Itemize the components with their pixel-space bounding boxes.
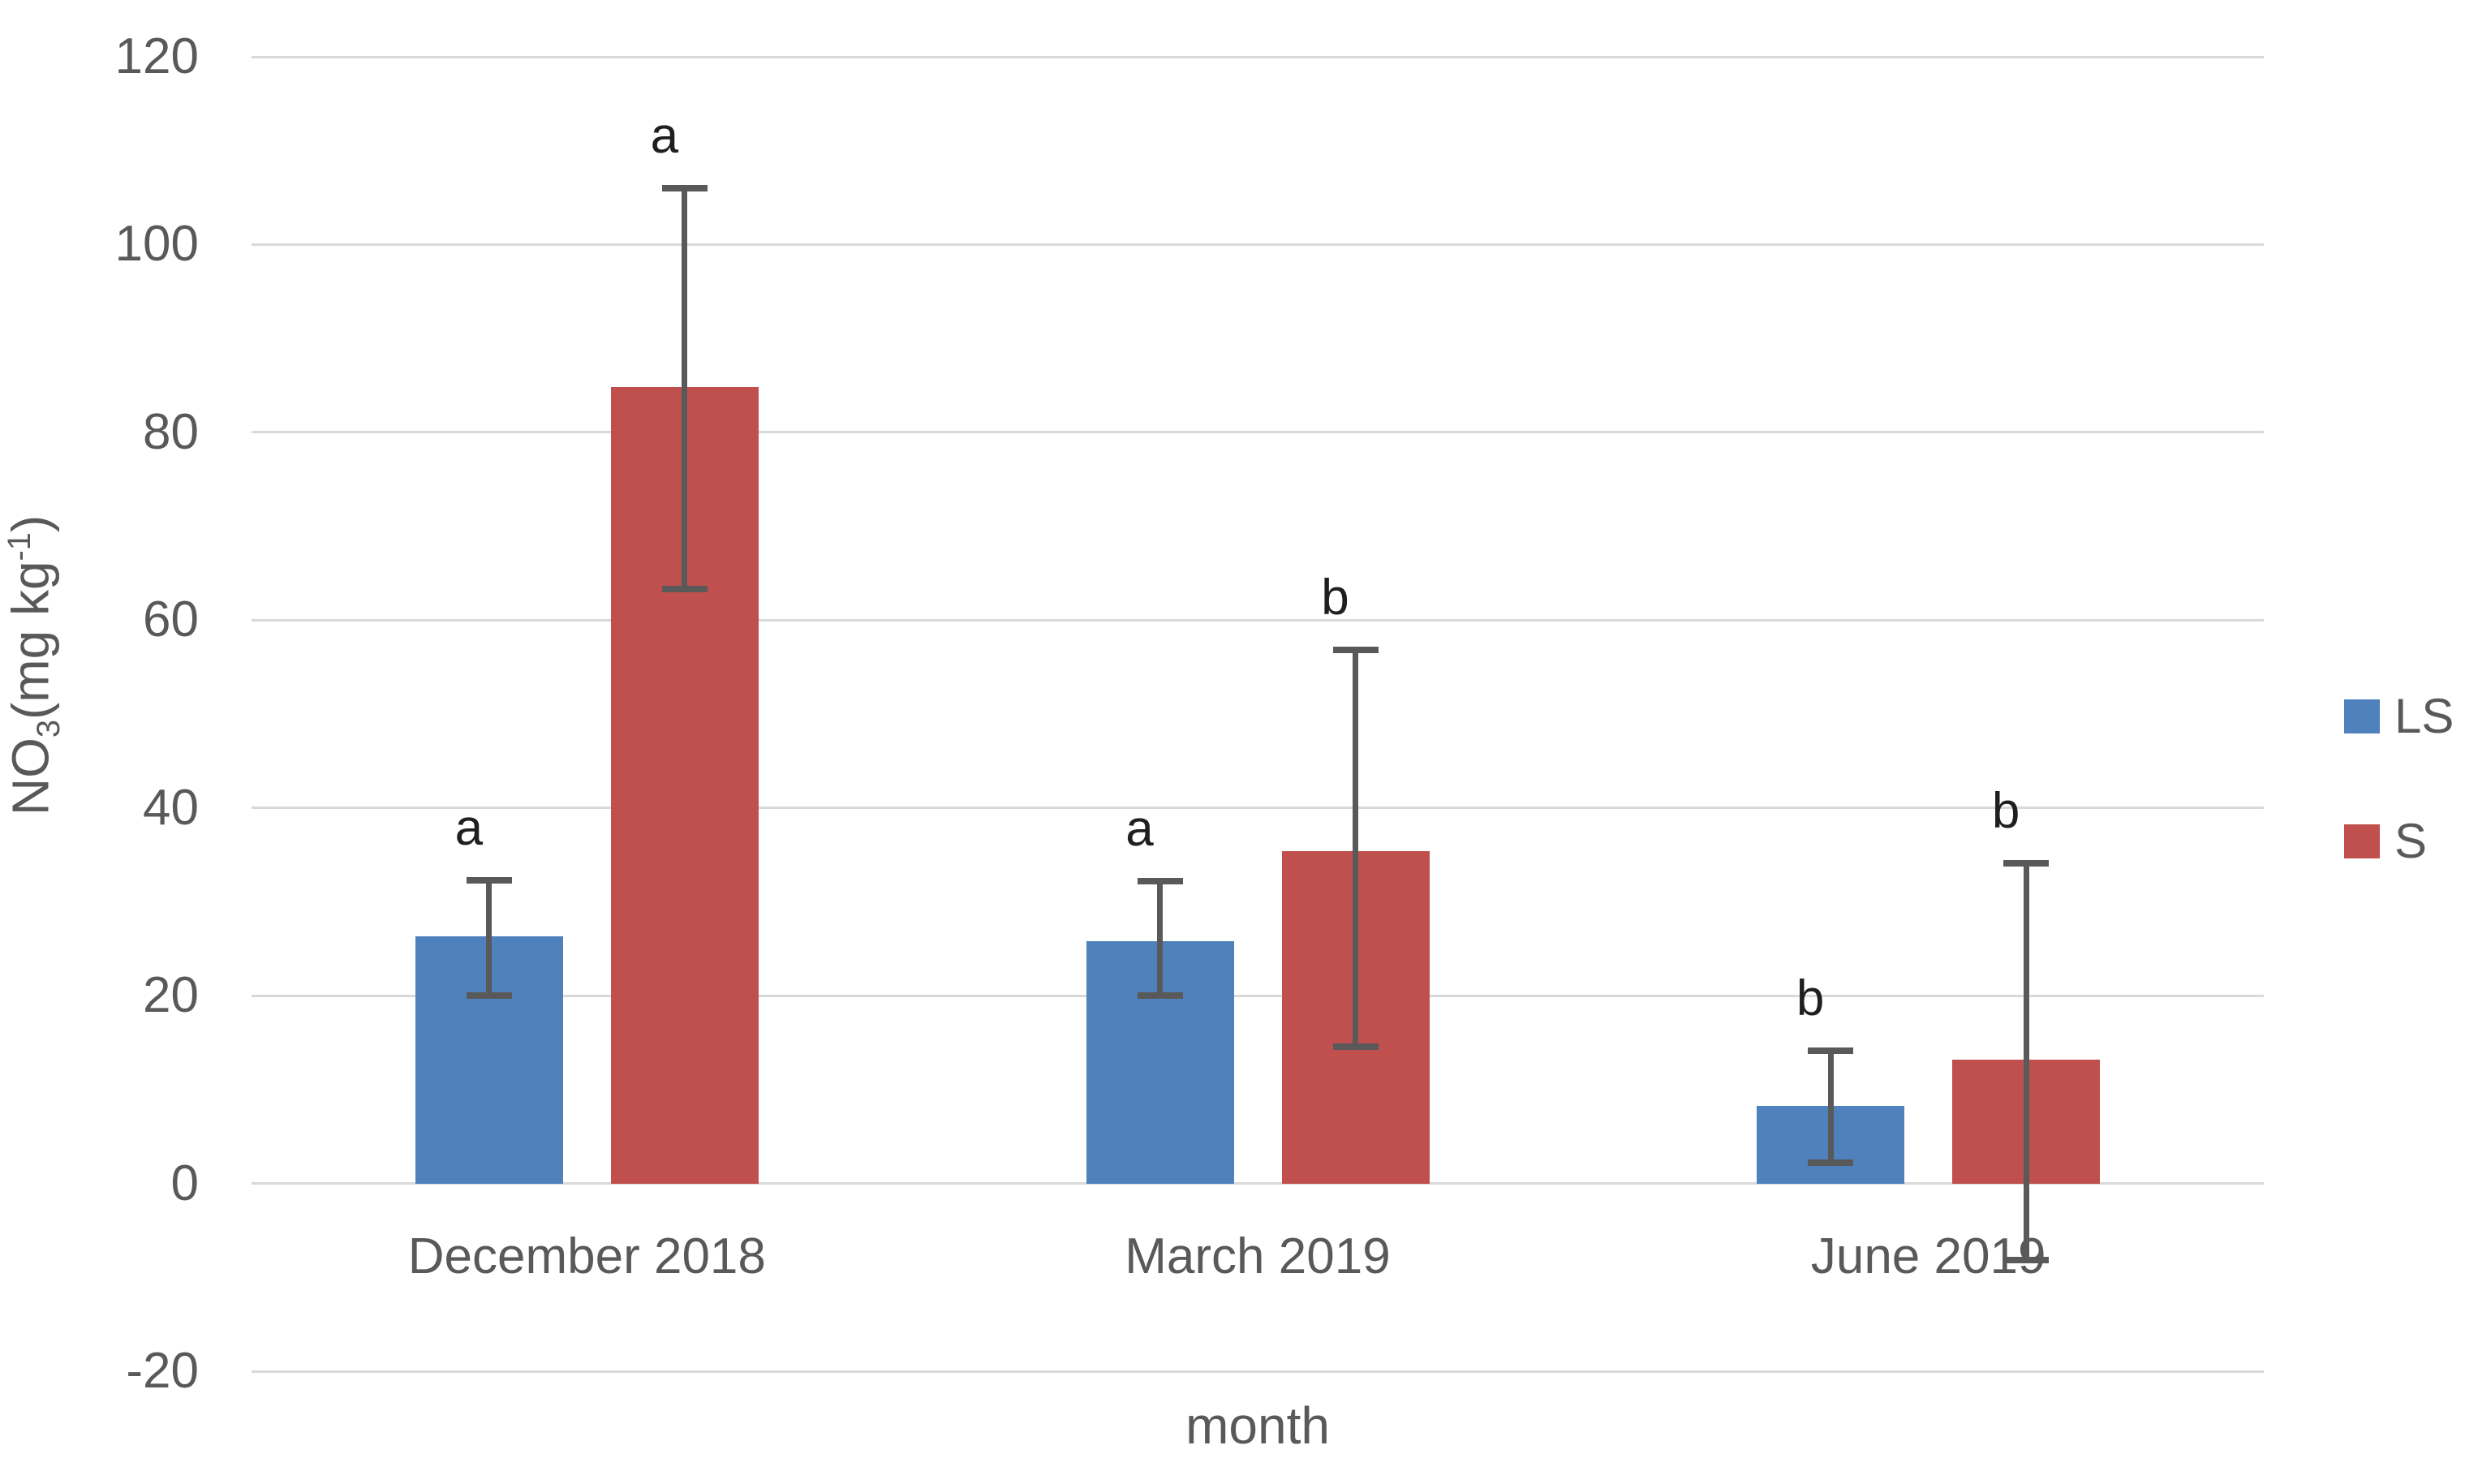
sig-letter-s-december-2018: a xyxy=(650,108,679,164)
y-axis-title-subscript: 3 xyxy=(31,720,67,738)
y-tick-label-120: 120 xyxy=(114,28,199,84)
error-cap-top-ls-march-2019 xyxy=(1137,877,1183,884)
error-bar-ls-march-2019 xyxy=(1157,880,1163,996)
legend: LS S xyxy=(2344,692,2454,942)
sig-letter-s-march-2019: b xyxy=(1321,570,1349,626)
sig-letter-s-june-2019: b xyxy=(1991,782,2020,839)
error-bar-ls-june-2019 xyxy=(1827,1051,1834,1164)
x-axis-label-december-2018: December 2018 xyxy=(407,1228,766,1284)
legend-label-s: S xyxy=(2394,814,2428,868)
error-cap-bottom-ls-june-2019 xyxy=(1808,1159,1854,1167)
legend-item-ls: LS xyxy=(2344,692,2454,741)
y-tick-label-40: 40 xyxy=(143,779,199,836)
y-axis-title-superscript: -1 xyxy=(1,532,37,561)
gridline-y--20 xyxy=(252,1370,2264,1373)
x-axis-label-march-2019: March 2019 xyxy=(1125,1228,1391,1284)
error-cap-bottom-ls-december-2018 xyxy=(466,992,512,1000)
x-axis-label-june-2019: June 2019 xyxy=(1810,1228,2046,1284)
y-tick-label-20: 20 xyxy=(143,967,199,1024)
y-tick-label--20: -20 xyxy=(126,1343,199,1399)
sig-letter-ls-december-2018: a xyxy=(454,799,484,856)
error-cap-top-s-december-2018 xyxy=(661,185,708,191)
sig-letter-ls-march-2019: a xyxy=(1125,800,1154,857)
error-cap-top-s-june-2019 xyxy=(2003,859,2050,867)
gridline-y-100 xyxy=(252,243,2264,246)
y-axis-title: NO3(mg kg-1) xyxy=(0,515,75,815)
error-cap-top-ls-june-2019 xyxy=(1808,1047,1854,1055)
y-tick-label-100: 100 xyxy=(114,216,199,273)
error-bar-s-december-2018 xyxy=(682,188,688,590)
legend-label-ls: LS xyxy=(2394,689,2454,743)
gridline-y-120 xyxy=(252,55,2264,58)
gridline-y-80 xyxy=(252,431,2264,434)
error-cap-top-s-march-2019 xyxy=(1332,647,1379,654)
gridline-y-60 xyxy=(252,618,2264,622)
error-cap-bottom-s-june-2019 xyxy=(2003,1257,2050,1264)
error-cap-top-ls-december-2018 xyxy=(466,876,512,884)
gridline-y-20 xyxy=(252,994,2264,997)
error-cap-bottom-s-december-2018 xyxy=(661,586,708,593)
legend-swatch-ls xyxy=(2344,699,2380,733)
error-bar-ls-december-2018 xyxy=(486,880,493,996)
y-tick-label-80: 80 xyxy=(143,403,199,460)
error-cap-bottom-ls-march-2019 xyxy=(1137,992,1183,1000)
gridline-y-40 xyxy=(252,807,2264,810)
gridline-y-0 xyxy=(252,1182,2264,1185)
y-tick-label-0: 0 xyxy=(170,1155,199,1211)
sig-letter-ls-june-2019: b xyxy=(1796,970,1825,1027)
error-cap-bottom-s-march-2019 xyxy=(1332,1043,1379,1050)
error-bar-s-june-2019 xyxy=(2023,862,2029,1261)
legend-swatch-s xyxy=(2344,824,2380,858)
error-bar-s-march-2019 xyxy=(1353,650,1358,1047)
y-tick-label-60: 60 xyxy=(143,591,199,648)
x-axis-title: month xyxy=(1185,1396,1330,1455)
legend-item-s: S xyxy=(2344,817,2454,866)
y-axis-title-suffix: ) xyxy=(1,514,60,533)
